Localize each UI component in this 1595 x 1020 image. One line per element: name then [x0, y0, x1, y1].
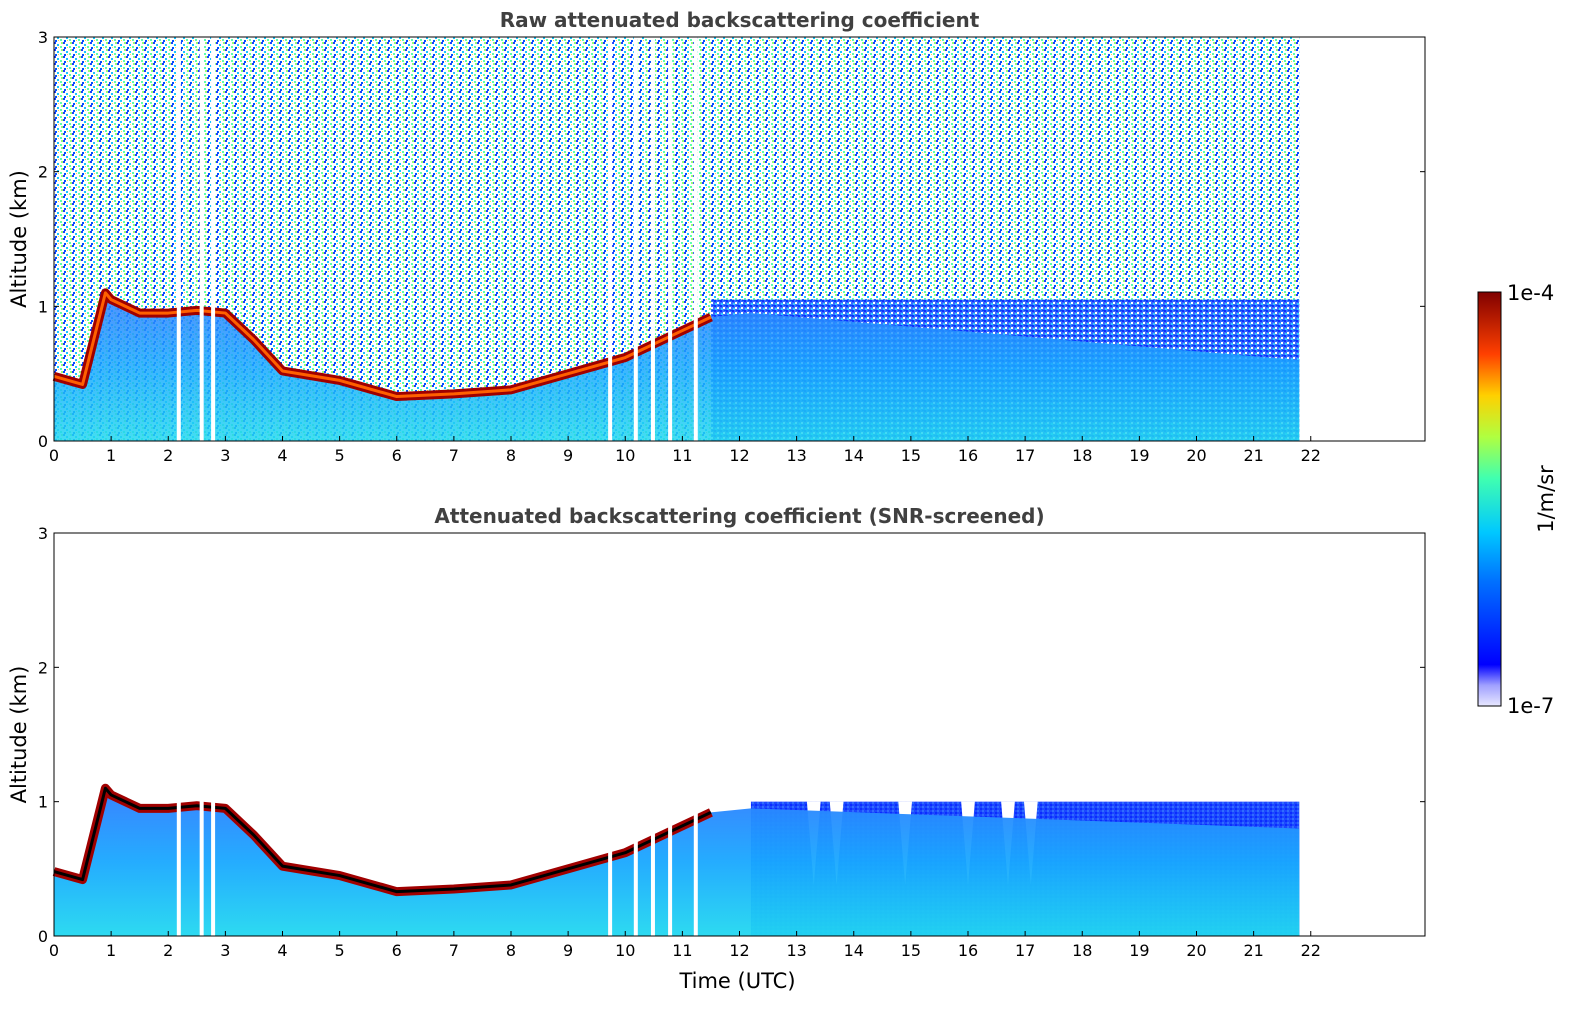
snr-screened-panel: Attenuated backscattering coefficient (S… [7, 504, 1426, 993]
x-tick-label: 8 [506, 941, 516, 960]
boundary-layer-fill [54, 788, 1300, 936]
missing-data-column [650, 533, 655, 936]
y-tick-label: 1 [38, 793, 48, 812]
x-tick-label: 18 [1072, 446, 1092, 465]
missing-data-column [211, 533, 216, 936]
missing-data-column [608, 533, 613, 936]
missing-data-column [176, 37, 181, 441]
x-tick-label: 10 [615, 941, 635, 960]
x-tick-label: 11 [672, 446, 692, 465]
x-tick-label: 14 [844, 941, 864, 960]
x-tick-label: 22 [1301, 446, 1321, 465]
panel2-y-label: Altitude (km) [7, 666, 31, 804]
x-tick-label: 5 [335, 446, 345, 465]
raw-backscatter-panel: Raw attenuated backscattering coefficien… [7, 8, 1426, 465]
x-tick-label: 10 [615, 446, 635, 465]
panel2-x-axis: 0 1 2 3 4 5 6 7 8 9 10 11 12 13 14 15 16 17 18 19 20 21 22 [49, 931, 1321, 960]
x-tick-label: 7 [449, 446, 459, 465]
missing-data-column [608, 37, 613, 441]
panel1-heatmap [52, 37, 1300, 441]
panel2-y-axis: 0 1 2 3 [38, 524, 1425, 946]
x-tick-label: 16 [958, 941, 978, 960]
x-tick-label: 4 [277, 446, 287, 465]
missing-data-column [199, 533, 204, 936]
missing-data-column [693, 533, 698, 936]
x-tick-label: 9 [563, 941, 573, 960]
x-tick-label: 8 [506, 446, 516, 465]
missing-data-column [633, 533, 638, 936]
x-tick-label: 17 [1015, 446, 1035, 465]
x-tick-label: 4 [277, 941, 287, 960]
missing-data-column [650, 37, 655, 441]
x-tick-label: 0 [49, 446, 59, 465]
x-tick-label: 18 [1072, 941, 1092, 960]
y-tick-label: 3 [38, 524, 48, 543]
panel1-y-axis: 0 1 2 3 [38, 28, 1425, 451]
x-tick-label: 15 [901, 941, 921, 960]
x-tick-label: 3 [220, 446, 230, 465]
x-tick-label: 13 [786, 941, 806, 960]
panel1-y-label: Altitude (km) [7, 170, 31, 308]
x-tick-label: 12 [729, 446, 749, 465]
x-tick-label: 7 [449, 941, 459, 960]
panel1-title: Raw attenuated backscattering coefficien… [500, 8, 980, 32]
x-tick-label: 19 [1129, 941, 1149, 960]
colorbar-unit-label: 1/m/sr [1534, 465, 1558, 533]
x-tick-label: 6 [392, 941, 402, 960]
x-tick-label: 21 [1243, 446, 1263, 465]
panel2-title: Attenuated backscattering coefficient (S… [434, 504, 1044, 528]
x-tick-label: 11 [672, 941, 692, 960]
x-tick-label: 3 [220, 941, 230, 960]
boundary-layer-fill [54, 292, 1300, 441]
x-tick-label: 12 [729, 941, 749, 960]
panel2-x-label: Time (UTC) [678, 969, 795, 993]
boundary-layer-top-core [53, 786, 712, 894]
x-tick-label: 22 [1301, 941, 1321, 960]
missing-data-column [668, 533, 673, 936]
x-tick-label: 5 [335, 941, 345, 960]
x-tick-label: 2 [163, 941, 173, 960]
x-tick-label: 20 [1186, 941, 1206, 960]
missing-data-column [693, 37, 698, 441]
x-tick-label: 2 [163, 446, 173, 465]
x-tick-label: 9 [563, 446, 573, 465]
x-tick-label: 16 [958, 446, 978, 465]
y-tick-label: 3 [38, 28, 48, 47]
y-tick-label: 0 [38, 927, 48, 946]
missing-data-column [176, 533, 181, 936]
colorbar-min-label: 1e-7 [1507, 694, 1554, 718]
y-tick-label: 2 [38, 658, 48, 677]
y-tick-label: 2 [38, 163, 48, 182]
panel2-heatmap [52, 533, 1300, 936]
x-tick-label: 1 [106, 446, 116, 465]
x-tick-label: 19 [1129, 446, 1149, 465]
boundary-layer-top-core [53, 291, 712, 399]
x-tick-label: 21 [1243, 941, 1263, 960]
x-tick-label: 17 [1015, 941, 1035, 960]
missing-data-column [668, 37, 673, 441]
x-tick-label: 1 [106, 941, 116, 960]
colorbar-gradient [1477, 291, 1502, 707]
panel1-x-axis: 0 1 2 3 4 5 6 7 8 9 10 11 12 13 14 15 16 17 18 19 20 21 22 [49, 436, 1321, 465]
colorbar: 1e-4 1e-7 1/m/sr [1477, 281, 1558, 718]
missing-data-column [211, 37, 216, 441]
x-tick-label: 14 [844, 446, 864, 465]
x-tick-label: 6 [392, 446, 402, 465]
x-tick-label: 15 [901, 446, 921, 465]
x-tick-label: 0 [49, 941, 59, 960]
colorbar-max-label: 1e-4 [1507, 281, 1554, 305]
x-tick-label: 20 [1186, 446, 1206, 465]
y-tick-label: 1 [38, 297, 48, 316]
missing-data-column [633, 37, 638, 441]
missing-data-column [199, 37, 204, 441]
x-tick-label: 13 [786, 446, 806, 465]
y-tick-label: 0 [38, 432, 48, 451]
